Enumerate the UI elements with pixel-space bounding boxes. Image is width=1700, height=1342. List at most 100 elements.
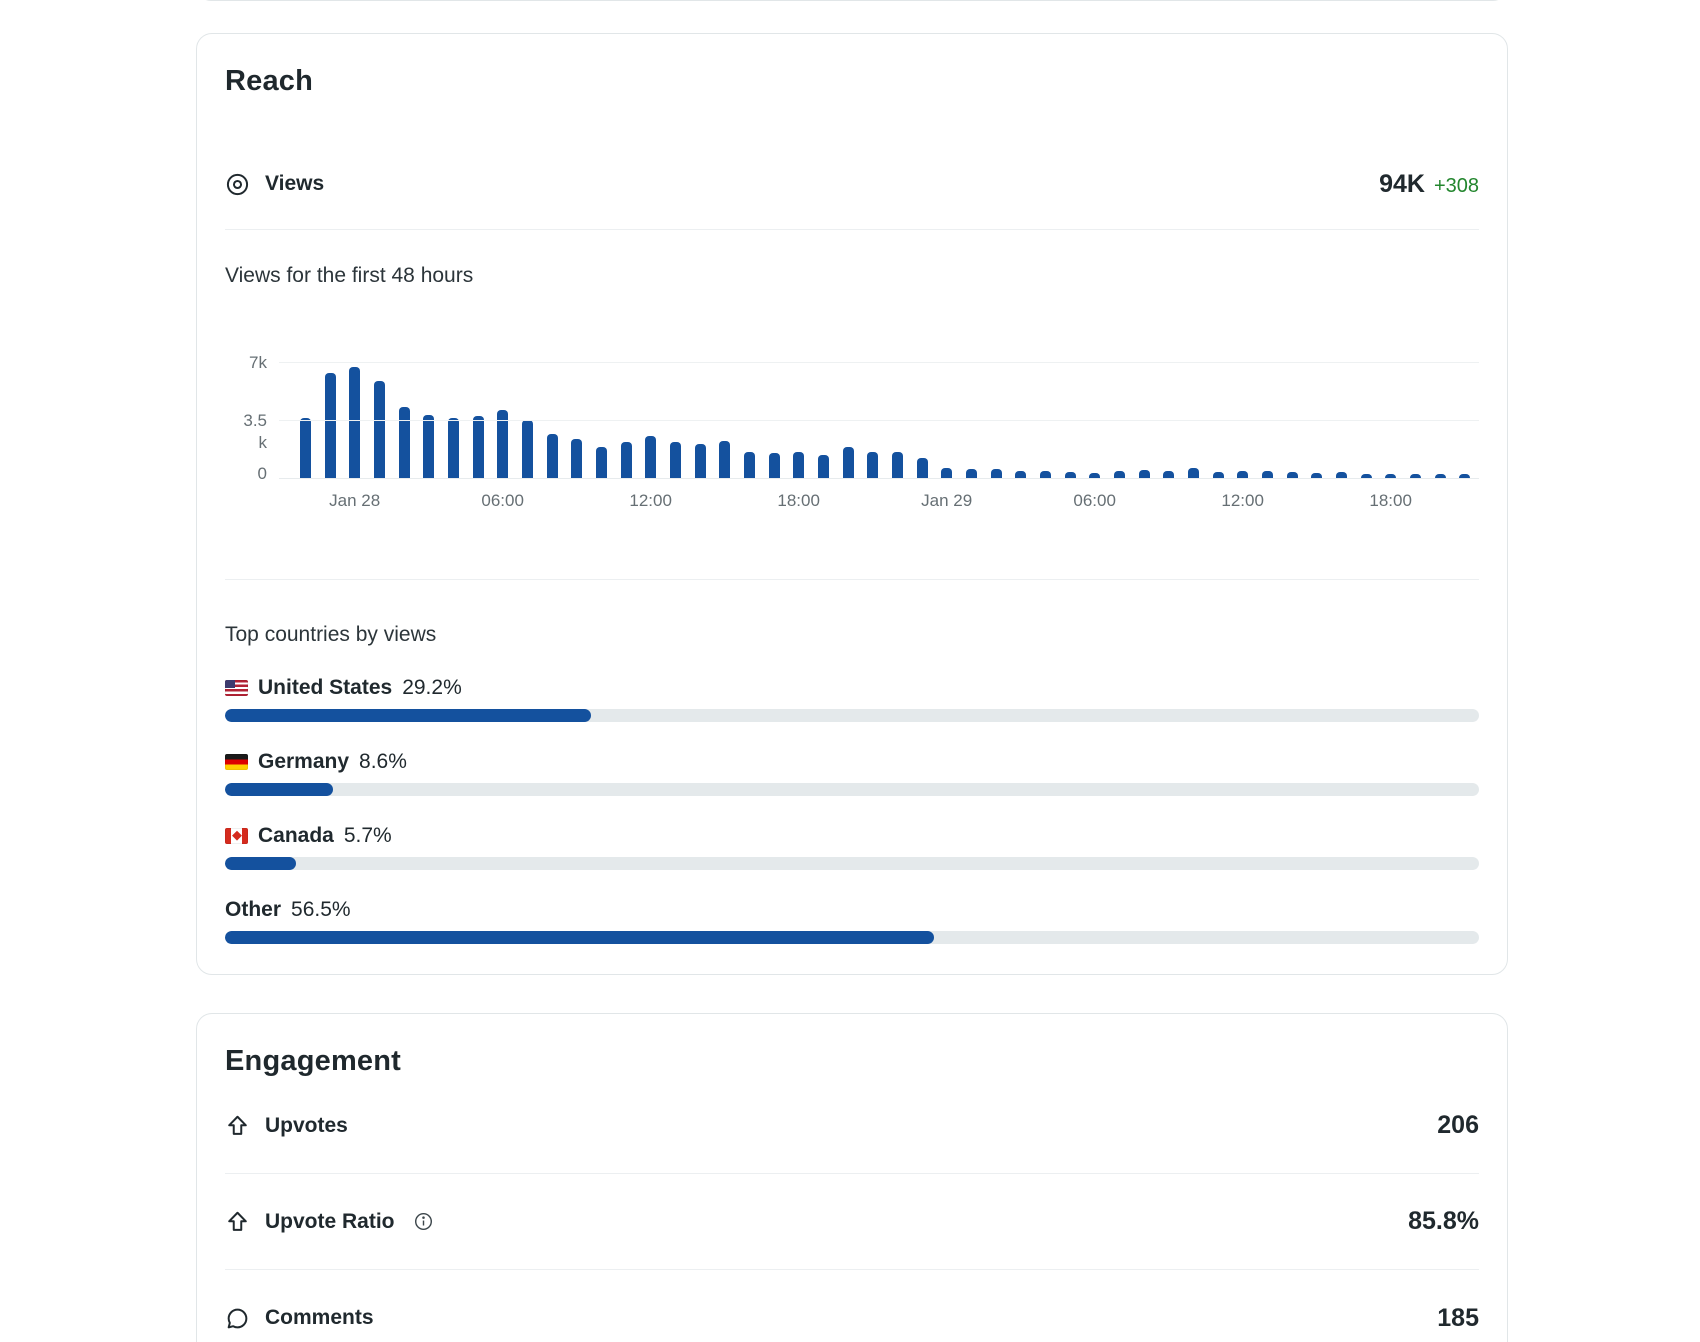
views-bar: [398, 407, 410, 479]
views-value: 94K: [1379, 169, 1425, 198]
bar-slot-hour-28: [984, 332, 1009, 479]
views-bar: [423, 415, 435, 479]
bar-slot-hour-20: [786, 332, 811, 479]
bar-slot-hour-25: [910, 332, 935, 479]
country-rows: United States 29.2% Germany 8.6% Canada 5.7% O…: [225, 675, 1479, 944]
engagement-row-comments: Comments 185: [225, 1270, 1479, 1342]
bar-slot-hour-44: [1379, 332, 1404, 479]
views-bar: [373, 381, 385, 479]
engagement-card: Engagement Upvotes 206 Upvote Ratio 85.8% Co…: [196, 1013, 1508, 1342]
bar-slot-hour-26: [934, 332, 959, 479]
views-bar-chart: 7k 3.5 k 0 Jan 28 06:00 12:00 18:00 Jan 29 06:00…: [225, 332, 1479, 532]
country-label: United States 29.2%: [225, 675, 1479, 701]
views-bar: [645, 436, 657, 479]
views-bar: [669, 442, 681, 479]
views-delta: +308: [1433, 174, 1479, 197]
bar-slot-hour-33: [1107, 332, 1132, 479]
bar-slot-hour-4: [392, 332, 417, 479]
y-tick-label: 3.5 k: [243, 411, 267, 452]
views-bar: [990, 469, 1002, 479]
bar-slot-hour-41: [1305, 332, 1330, 479]
views-label: Views: [265, 172, 325, 195]
views-bar: [1039, 471, 1051, 479]
bar-slot-hour-45: [1403, 332, 1428, 479]
views-bar: [620, 442, 632, 479]
views-bar: [916, 458, 928, 479]
bar-slot-hour-0: [293, 332, 318, 479]
views-row-divider: [225, 229, 1479, 230]
views-bar: [1385, 474, 1397, 479]
gridline-0: [279, 478, 1479, 479]
country-name: Germany: [258, 750, 350, 773]
views-bar: [1237, 471, 1249, 479]
engagement-row-upvote-ratio: Upvote Ratio 85.8%: [225, 1174, 1479, 1270]
views-bar: [521, 420, 533, 479]
bar-slot-hour-16: [688, 332, 713, 479]
x-tick-label: 18:00: [777, 491, 820, 510]
views-bar: [595, 447, 607, 479]
views-bar: [349, 367, 361, 479]
bar-slot-hour-12: [589, 332, 614, 479]
engagement-row-left: Upvotes: [225, 1113, 348, 1138]
views-bar: [1360, 474, 1372, 479]
views-bar: [842, 447, 854, 479]
bar-slot-hour-15: [663, 332, 688, 479]
upvote-icon: [225, 1113, 250, 1138]
country-progress-track: [225, 857, 1479, 870]
info-icon[interactable]: [414, 1212, 433, 1231]
engagement-row-value: 206: [1437, 1111, 1479, 1139]
country-progress-fill: [225, 783, 333, 796]
views-bar: [497, 410, 509, 479]
germany-flag-icon: [225, 754, 248, 770]
chart-x-axis: Jan 28 06:00 12:00 18:00 Jan 29 06:00 12:00 18:…: [293, 490, 1477, 516]
views-bar: [472, 416, 484, 479]
views-bar: [694, 444, 706, 479]
views-bar: [1212, 472, 1224, 479]
views-bar: [1434, 474, 1446, 479]
chart-y-axis: 7k 3.5 k 0: [225, 332, 267, 483]
views-bar: [891, 452, 903, 479]
views-bar: [1459, 474, 1471, 479]
country-label: Germany 8.6%: [225, 749, 1479, 775]
bar-slot-hour-47: [1453, 332, 1478, 479]
bar-slot-hour-10: [540, 332, 565, 479]
views-bar: [299, 418, 311, 479]
country-progress-fill: [225, 857, 297, 870]
bar-slot-hour-46: [1428, 332, 1453, 479]
views-bar: [546, 434, 558, 479]
views-bar: [1163, 471, 1175, 479]
engagement-row-value: 85.8%: [1408, 1207, 1479, 1235]
engagement-row-label: Upvotes: [265, 1113, 348, 1137]
bar-slot-hour-35: [1157, 332, 1182, 479]
comment-icon: [225, 1306, 250, 1331]
views-bar: [1089, 473, 1101, 479]
bar-slot-hour-17: [712, 332, 737, 479]
country-name: United States: [258, 676, 393, 699]
bar-slot-hour-11: [564, 332, 589, 479]
bar-slot-hour-29: [1008, 332, 1033, 479]
views-bar: [768, 453, 780, 479]
engagement-row-left: Upvote Ratio: [225, 1209, 433, 1234]
views-bar: [447, 418, 459, 479]
bar-slot-hour-19: [762, 332, 787, 479]
bar-slot-hour-43: [1354, 332, 1379, 479]
bar-slot-hour-32: [1083, 332, 1108, 479]
bar-slot-hour-39: [1255, 332, 1280, 479]
bar-slot-hour-8: [490, 332, 515, 479]
bar-slot-hour-7: [466, 332, 491, 479]
country-row-germany: Germany 8.6%: [225, 749, 1479, 796]
bar-slot-hour-27: [959, 332, 984, 479]
reach-card: Reach Views 94K +308 Views for the first…: [196, 33, 1508, 975]
bar-slot-hour-42: [1329, 332, 1354, 479]
y-tick-label: 0: [257, 464, 267, 483]
country-percent: 56.5%: [291, 898, 351, 921]
views-bar: [1114, 471, 1125, 479]
country-name: Other: [225, 898, 282, 921]
bar-slot-hour-22: [836, 332, 861, 479]
country-progress-fill: [225, 931, 934, 944]
engagement-rows: Upvotes 206 Upvote Ratio 85.8% Comments 185: [225, 1078, 1479, 1342]
bar-slot-hour-34: [1132, 332, 1157, 479]
x-tick-label: 06:00: [481, 491, 524, 510]
chart-subtitle: Views for the first 48 hours: [225, 264, 474, 287]
bar-slot-hour-13: [614, 332, 639, 479]
